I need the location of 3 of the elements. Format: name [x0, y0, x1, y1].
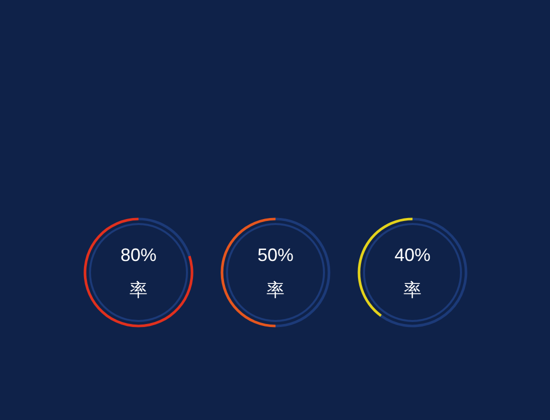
title: 率 [129, 280, 147, 300]
title: 率 [266, 280, 284, 300]
title: 率 [403, 280, 421, 300]
